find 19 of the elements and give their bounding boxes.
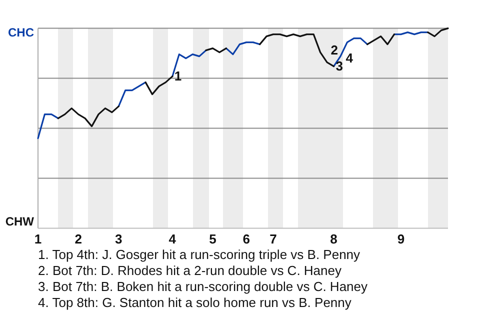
x-tick-label: 1 (34, 231, 42, 246)
x-tick-label: 9 (397, 231, 405, 246)
annotation: 1 (174, 68, 182, 84)
text: 4. Top 8th: G. Stanton hit a solo home run vs B. Penny (38, 295, 352, 310)
x-tick-label: 4 (168, 231, 177, 246)
text: 1. Top 4th: J. Gosger hit a run-scoring triple vs B. Penny (38, 247, 361, 262)
text: 2. Bot 7th: D. Rhodes hit a 2-run double vs C. Haney (38, 263, 342, 278)
x-tick-label: 3 (115, 231, 122, 246)
x-tick-label: 6 (242, 231, 250, 246)
text: 3. Bot 7th: B. Boken hit a run-scoring double vs C. Haney (38, 279, 368, 294)
x-tick-label: 5 (209, 231, 216, 246)
x-tick-label: 7 (270, 231, 277, 246)
text: CHC (8, 25, 34, 40)
text: CHW (5, 214, 35, 228)
annotation: 3 (336, 58, 343, 74)
annotation: 2 (330, 42, 338, 58)
x-tick-label: 2 (74, 231, 82, 246)
x-tick-label: 8 (330, 231, 338, 246)
annotation: 4 (346, 50, 354, 66)
